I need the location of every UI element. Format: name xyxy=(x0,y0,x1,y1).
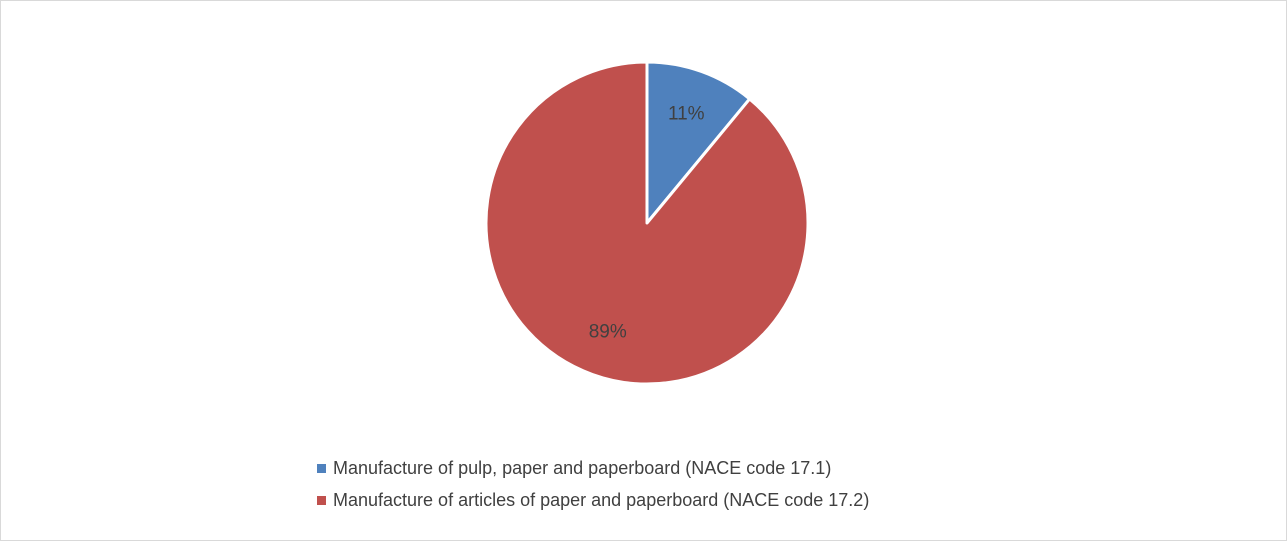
legend: Manufacture of pulp, paper and paperboar… xyxy=(317,453,869,517)
pie-slices xyxy=(484,60,810,386)
legend-swatch-pulp-paper xyxy=(317,463,326,473)
data-labels: 11% 89% xyxy=(589,103,705,342)
legend-label-pulp-paper: Manufacture of pulp, paper and paperboar… xyxy=(333,457,832,478)
legend-item-articles-paper: Manufacture of articles of paper and pap… xyxy=(317,485,869,515)
legend-item-pulp-paper: Manufacture of pulp, paper and paperboar… xyxy=(317,453,869,483)
data-label-pulp-paper: 11% xyxy=(668,103,705,124)
data-label-articles-paper: 89% xyxy=(589,322,627,343)
legend-swatch-articles-paper xyxy=(317,495,326,505)
legend-label-articles-paper: Manufacture of articles of paper and pap… xyxy=(333,489,870,510)
pie-slice-articles-paper xyxy=(484,60,810,386)
pie-slice-pulp-paper xyxy=(645,60,752,225)
